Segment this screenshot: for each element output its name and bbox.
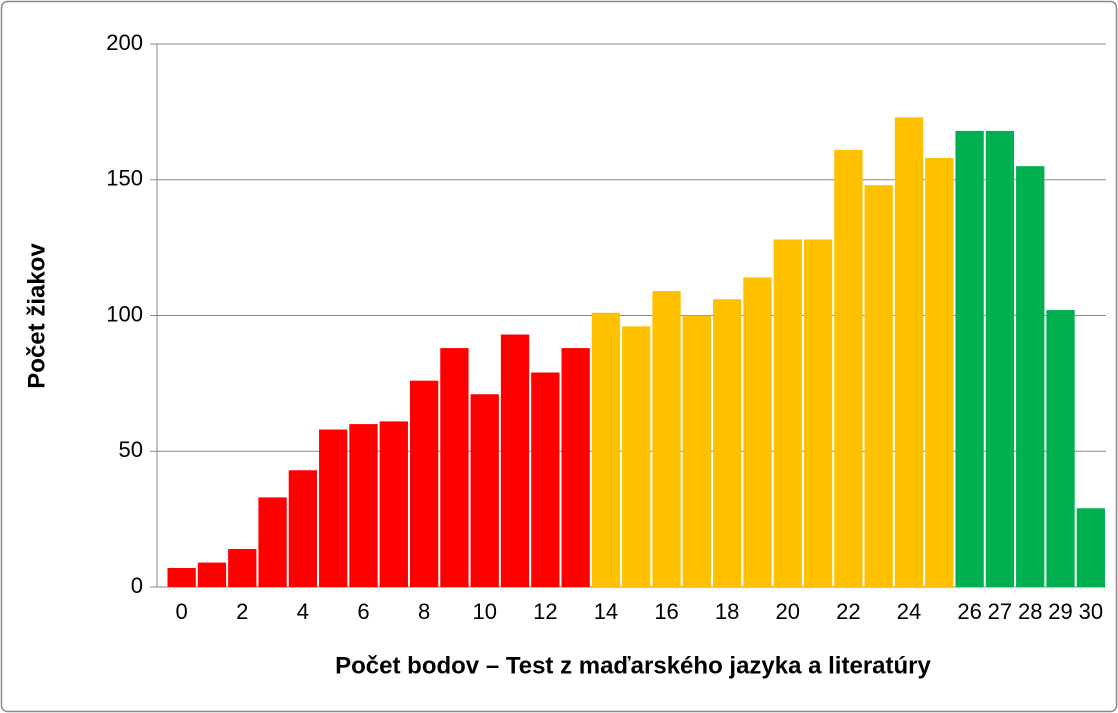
bar bbox=[682, 315, 712, 587]
bar bbox=[349, 424, 378, 587]
x-tick-label: 8 bbox=[418, 599, 430, 624]
x-tick-label: 22 bbox=[836, 599, 860, 624]
bar bbox=[622, 326, 651, 587]
bar bbox=[985, 130, 1015, 587]
x-tick-label: 0 bbox=[176, 599, 188, 624]
bar bbox=[864, 185, 893, 587]
bar bbox=[713, 299, 742, 587]
bar bbox=[531, 372, 560, 587]
bar bbox=[288, 470, 318, 587]
x-tick-label: 14 bbox=[594, 599, 618, 624]
bar bbox=[228, 548, 257, 587]
y-tick-label: 50 bbox=[119, 437, 143, 462]
bar bbox=[1016, 166, 1045, 588]
y-tick-label: 0 bbox=[131, 573, 143, 598]
bar bbox=[1046, 310, 1075, 587]
bar bbox=[379, 421, 408, 587]
x-tick-label: 27 bbox=[988, 599, 1012, 624]
bar bbox=[743, 277, 772, 587]
bar bbox=[591, 312, 621, 587]
x-tick-label: 20 bbox=[776, 599, 800, 624]
bar bbox=[803, 239, 833, 588]
bar bbox=[500, 334, 530, 587]
x-tick-label: 24 bbox=[897, 599, 921, 624]
x-tick-label: 28 bbox=[1018, 599, 1042, 624]
x-tick-label: 6 bbox=[357, 599, 369, 624]
bar bbox=[470, 394, 499, 587]
x-axis-title: Počet bodov – Test z maďarského jazyka a… bbox=[335, 652, 931, 679]
y-tick-label: 200 bbox=[106, 30, 143, 55]
x-tick-label: 4 bbox=[297, 599, 309, 624]
x-tick-label: 12 bbox=[533, 599, 557, 624]
bar bbox=[955, 130, 984, 587]
bar bbox=[167, 567, 196, 587]
bar bbox=[925, 158, 954, 587]
bar bbox=[834, 149, 863, 587]
bar bbox=[197, 562, 227, 587]
y-tick-label: 100 bbox=[106, 301, 143, 326]
x-tick-label: 26 bbox=[957, 599, 981, 624]
x-tick-label: 2 bbox=[236, 599, 248, 624]
bar bbox=[440, 348, 469, 587]
x-tick-label: 29 bbox=[1048, 599, 1072, 624]
x-tick-label: 10 bbox=[472, 599, 496, 624]
bar bbox=[561, 348, 590, 587]
y-axis-title: Počet žiakov bbox=[23, 243, 50, 389]
x-tick-label: 18 bbox=[715, 599, 739, 624]
bar bbox=[409, 380, 439, 587]
bar bbox=[1076, 508, 1105, 587]
bar bbox=[258, 497, 287, 587]
bar bbox=[319, 429, 348, 587]
bar bbox=[894, 117, 924, 588]
bar bbox=[652, 291, 681, 587]
x-tick-label: 16 bbox=[654, 599, 678, 624]
y-tick-label: 150 bbox=[106, 166, 143, 191]
bar bbox=[773, 239, 802, 588]
x-tick-label: 30 bbox=[1079, 599, 1103, 624]
